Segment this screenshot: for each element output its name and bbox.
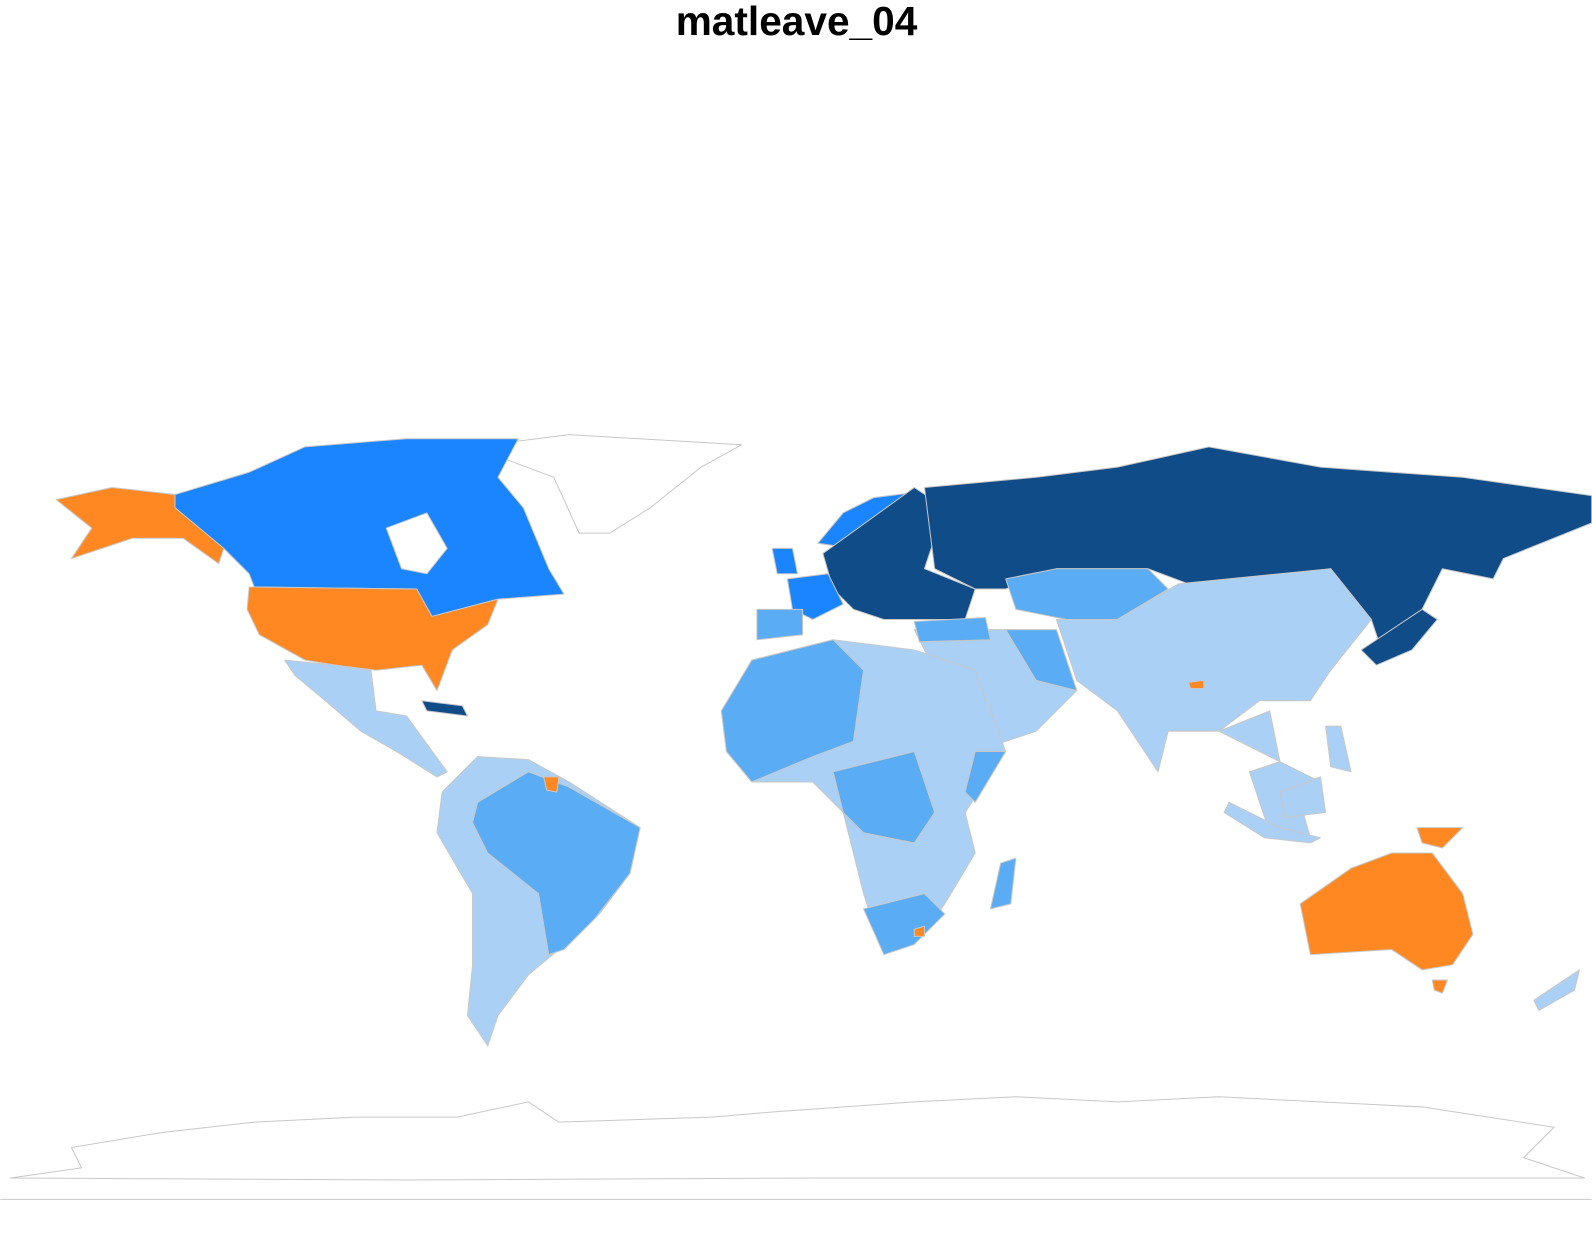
map-title: matleave_04 bbox=[676, 0, 918, 44]
south-africa bbox=[863, 893, 946, 956]
japan bbox=[1360, 608, 1438, 666]
hudson-bay bbox=[385, 512, 448, 575]
lesotho bbox=[913, 925, 925, 937]
greenland bbox=[472, 434, 743, 534]
madagascar bbox=[989, 857, 1017, 910]
usa bbox=[246, 586, 499, 692]
philippines bbox=[1325, 725, 1352, 773]
canada bbox=[174, 438, 565, 617]
nepal bbox=[1187, 679, 1205, 690]
indonesia bbox=[1223, 801, 1322, 844]
guiana bbox=[543, 776, 560, 793]
alaska bbox=[55, 486, 225, 565]
tasmania bbox=[1431, 979, 1448, 994]
cuba bbox=[421, 700, 468, 717]
china-india bbox=[1055, 568, 1372, 773]
central-africa bbox=[832, 750, 936, 844]
west-africa bbox=[720, 639, 865, 783]
mexico bbox=[284, 659, 448, 778]
iran bbox=[1005, 629, 1078, 692]
australia bbox=[1299, 852, 1474, 971]
spain bbox=[756, 608, 804, 641]
papua-new-guinea bbox=[1416, 827, 1464, 849]
uk bbox=[771, 547, 799, 575]
france bbox=[786, 573, 844, 620]
brazil bbox=[472, 771, 641, 956]
borneo bbox=[1279, 776, 1327, 819]
somalia bbox=[964, 750, 1007, 803]
antarctica bbox=[9, 1096, 1586, 1181]
new-zealand bbox=[1533, 969, 1580, 1011]
turkey bbox=[913, 616, 991, 643]
countries bbox=[9, 434, 1592, 1181]
